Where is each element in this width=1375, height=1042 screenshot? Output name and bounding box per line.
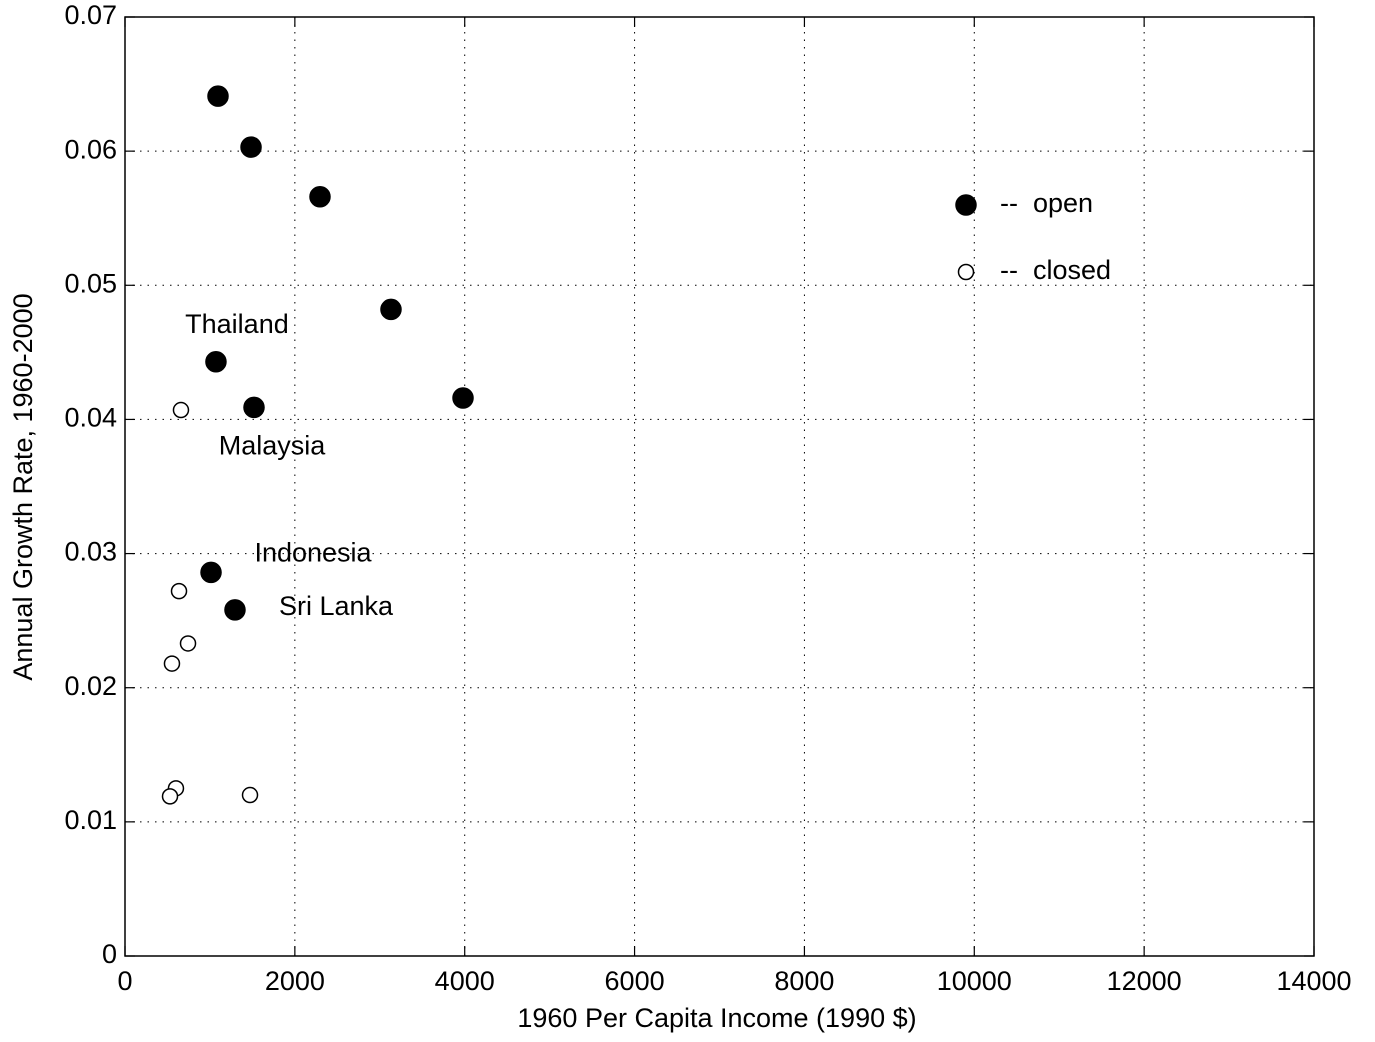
- annotation: Indonesia: [254, 537, 372, 567]
- scatter-point: [380, 298, 402, 321]
- y-axis-label: Annual Growth Rate, 1960-2000: [8, 293, 38, 680]
- y-tick-label: 0.05: [64, 268, 117, 298]
- x-tick-label: 2000: [265, 966, 325, 996]
- scatter-point: [170, 582, 188, 600]
- annotation: Sri Lanka: [279, 591, 394, 621]
- y-tick-label: 0.03: [64, 537, 117, 567]
- x-axis-label: 1960 Per Capita Income (1990 $): [517, 1003, 916, 1033]
- x-tick-label: 6000: [605, 966, 665, 996]
- y-tick-label: 0.07: [64, 0, 117, 30]
- y-tick-label: 0.04: [64, 403, 117, 433]
- x-tick-label: 14000: [1276, 966, 1351, 996]
- scatter-point: [179, 635, 197, 652]
- scatter-point: [309, 186, 331, 208]
- x-tick-label: 10000: [937, 966, 1012, 996]
- legend-label: -- open: [1000, 188, 1093, 218]
- scatter-point: [241, 786, 259, 804]
- y-tick-label: 0.01: [64, 805, 117, 835]
- scatter-point: [243, 396, 265, 419]
- scatter-point: [172, 401, 190, 419]
- scatter-point: [163, 655, 181, 672]
- x-tick-label: 0: [117, 966, 132, 996]
- y-tick-label: 0.06: [64, 134, 117, 164]
- x-tick-label: 12000: [1107, 966, 1182, 996]
- x-tick-label: 8000: [774, 966, 834, 996]
- legend-marker: [957, 263, 975, 281]
- scatter-point: [207, 85, 229, 107]
- x-tick-label: 4000: [435, 966, 495, 996]
- legend-marker: [955, 194, 977, 216]
- legend-label: -- closed: [1000, 255, 1111, 285]
- y-tick-label: 0.02: [64, 671, 117, 701]
- scatter-point: [161, 788, 179, 805]
- annotation: Thailand: [185, 309, 289, 339]
- plot-frame: [124, 16, 1315, 957]
- scatter-point: [240, 136, 262, 158]
- y-tick-label: 0: [102, 939, 117, 969]
- scatter-point: [205, 350, 227, 373]
- scatter-point: [452, 387, 474, 409]
- scatter-point: [200, 561, 222, 584]
- annotation: Malaysia: [219, 430, 327, 460]
- scatter-point: [224, 599, 246, 621]
